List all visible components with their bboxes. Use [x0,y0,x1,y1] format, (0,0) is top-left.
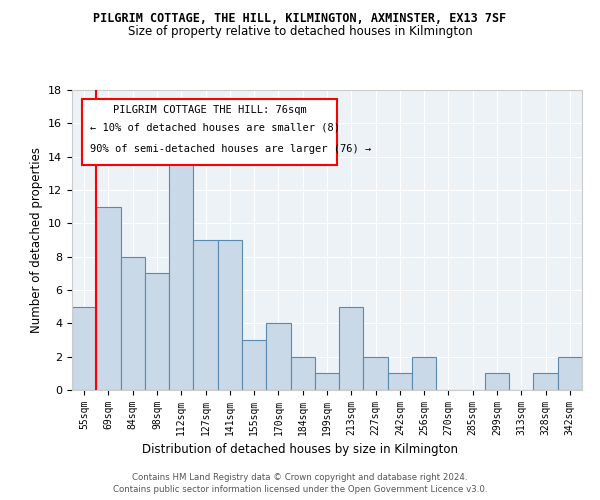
Y-axis label: Number of detached properties: Number of detached properties [29,147,43,333]
Bar [339,306,364,390]
Text: PILGRIM COTTAGE, THE HILL, KILMINGTON, AXMINSTER, EX13 7SF: PILGRIM COTTAGE, THE HILL, KILMINGTON, A… [94,12,506,26]
Bar [388,374,412,390]
Text: Contains public sector information licensed under the Open Government Licence v3: Contains public sector information licen… [113,485,487,494]
Text: 90% of semi-detached houses are larger (76) →: 90% of semi-detached houses are larger (… [90,144,371,154]
Bar [290,356,315,390]
Bar [193,240,218,390]
Text: PILGRIM COTTAGE THE HILL: 76sqm: PILGRIM COTTAGE THE HILL: 76sqm [113,105,307,115]
Bar [242,340,266,390]
Text: Contains HM Land Registry data © Crown copyright and database right 2024.: Contains HM Land Registry data © Crown c… [132,472,468,482]
Bar [121,256,145,390]
Bar [266,324,290,390]
Bar [72,306,96,390]
Bar [218,240,242,390]
Bar [533,374,558,390]
Bar [145,274,169,390]
Bar [315,374,339,390]
Bar [558,356,582,390]
Bar [169,156,193,390]
Bar [364,356,388,390]
Bar [96,206,121,390]
Bar [485,374,509,390]
Text: ← 10% of detached houses are smaller (8): ← 10% of detached houses are smaller (8) [90,123,340,133]
Bar [412,356,436,390]
Text: Distribution of detached houses by size in Kilmington: Distribution of detached houses by size … [142,442,458,456]
Text: Size of property relative to detached houses in Kilmington: Size of property relative to detached ho… [128,25,472,38]
FancyBboxPatch shape [82,99,337,165]
